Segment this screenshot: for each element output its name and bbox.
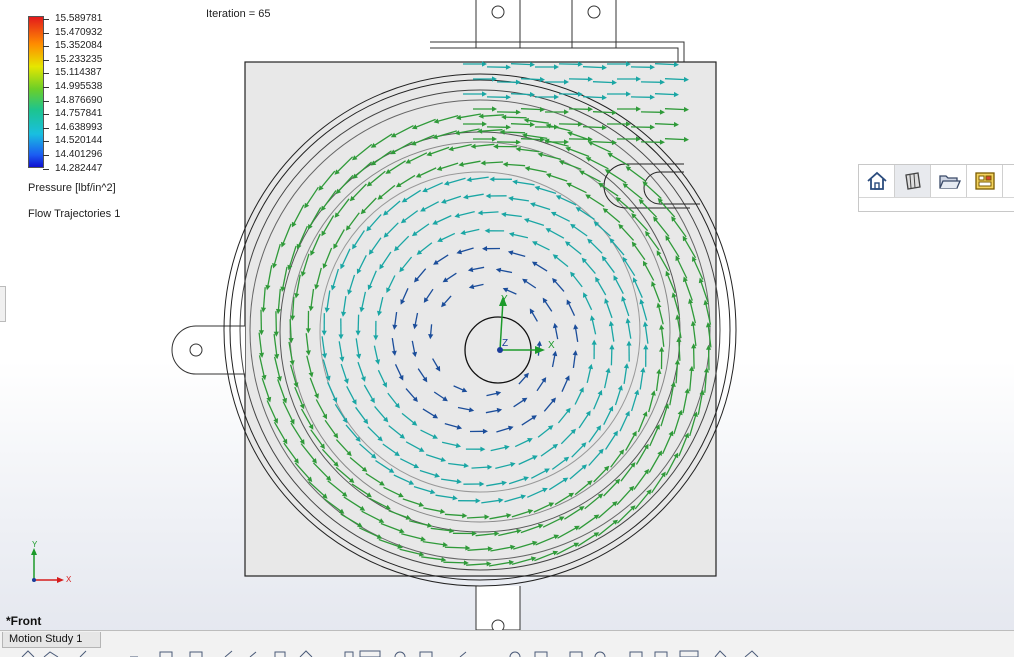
ref-triad-y-label: Y <box>32 540 38 549</box>
flow-arrow <box>583 127 604 128</box>
flow-arrow <box>521 139 542 140</box>
tab-motion-study-1[interactable]: Motion Study 1 <box>2 632 101 648</box>
open-folder-button[interactable] <box>931 165 967 197</box>
flow-arrow <box>665 109 686 110</box>
heads-up-toolbar <box>858 164 1014 212</box>
flow-arrow <box>445 547 468 548</box>
flow-arrow <box>655 64 676 65</box>
flow-arrow <box>511 124 532 125</box>
home-icon <box>865 169 889 193</box>
flow-arrow <box>504 117 526 118</box>
model-drawing[interactable]: Y X Z Y X <box>0 0 1014 630</box>
view-orientation-label: *Front <box>6 614 41 628</box>
flow-arrow <box>655 124 676 125</box>
design-library-button[interactable] <box>967 165 1003 197</box>
more-button[interactable] <box>1003 165 1014 197</box>
more-icon <box>1009 169 1014 193</box>
left-panel-expander[interactable] <box>0 286 6 322</box>
design-library-icon <box>973 169 997 193</box>
flow-arrow <box>665 139 686 140</box>
flow-arrow <box>593 82 614 83</box>
flow-arrow <box>665 79 686 80</box>
home-button[interactable] <box>859 165 895 197</box>
flow-arrow <box>593 112 614 113</box>
bottom-mount-tab <box>476 586 520 630</box>
flow-arrow <box>583 67 604 68</box>
ref-triad-x-label: X <box>66 575 72 584</box>
bottom-tab-strip: Motion Study 1 <box>0 630 1014 657</box>
flow-arrow <box>511 94 532 95</box>
reference-triad <box>31 548 64 583</box>
triad-z-label: Z <box>502 338 508 349</box>
flow-arrow <box>593 142 614 143</box>
flow-arrow <box>511 64 532 65</box>
flow-arrow <box>358 315 359 333</box>
flow-arrow <box>521 109 542 110</box>
graphics-viewport[interactable]: 15.589781 15.470932 15.352084 15.233235 … <box>0 0 1014 630</box>
flow-arrow <box>443 562 466 563</box>
flow-arrow <box>611 347 612 365</box>
flow-arrow <box>521 79 542 80</box>
flow-arrow <box>655 94 676 95</box>
folder-icon <box>937 169 961 193</box>
toolbar-divider <box>859 197 1014 212</box>
triad-x-label: X <box>548 340 555 351</box>
part-icon <box>901 169 925 193</box>
left-mount-tab <box>172 326 245 374</box>
triad-y-label: Y <box>501 294 508 305</box>
top-mount-tabs <box>476 0 616 48</box>
flow-arrow <box>694 346 695 369</box>
flow-arrow <box>276 311 277 334</box>
flow-arrow <box>583 97 604 98</box>
flow-arrow <box>503 132 525 133</box>
part-button[interactable] <box>895 165 931 197</box>
